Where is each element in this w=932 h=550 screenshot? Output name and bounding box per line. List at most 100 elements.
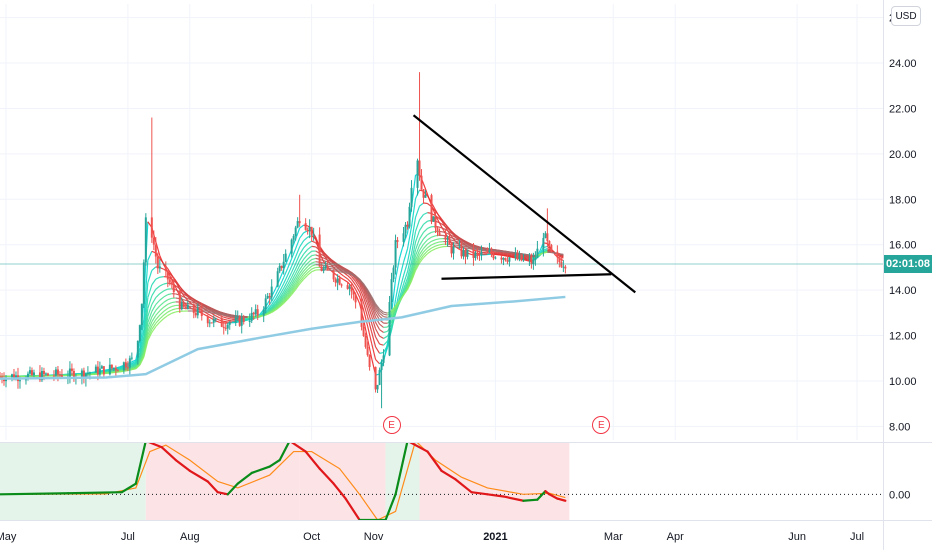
time-tick-label: 2021 [483,531,507,543]
ribbon-segment [311,269,316,273]
candle-body [116,370,119,372]
candle-body [466,249,469,257]
ribbon-segment [147,284,153,298]
ribbon-segment [455,238,460,242]
ribbon-segment [147,270,153,284]
ribbon-segment [523,253,528,256]
ribbon-segment [343,268,348,272]
ribbon-segment [159,290,165,295]
ribbon-segment [427,250,432,255]
ribbon-segment [339,272,344,277]
osc-main-segment [470,491,489,496]
earnings-marker[interactable]: E [382,416,401,434]
ribbon-segment [223,314,228,317]
ribbon-segment [371,296,377,305]
osc-main-segment [148,443,163,449]
candle-body [350,286,353,292]
ribbon-segment [406,261,413,279]
ribbon-segment [339,268,344,271]
candle-body [254,309,257,315]
ribbon-segment [419,251,425,259]
candle-body [206,316,209,324]
ribbon-segment [291,285,297,292]
ribbon-segment [291,282,297,290]
candle-body [252,312,255,315]
ribbon-segment [283,297,289,303]
ribbon-segment [551,251,556,254]
ribbon-segment [279,277,285,287]
candle-body [242,317,245,322]
ribbon-segment [299,270,305,277]
ribbon-segment [423,253,428,259]
candle-body [532,260,535,265]
ribbon-segment [419,214,424,221]
osc-main-segment [384,493,397,520]
ribbon-segment [295,276,301,284]
ribbon-segment [379,310,384,315]
ribbon-segment [507,254,512,257]
candle-body [346,285,349,289]
ribbon-segment [295,246,301,257]
ribbon-segment [451,232,456,237]
candle-body [500,257,503,260]
candle-body [564,266,567,269]
candle-body [364,335,367,347]
ribbon-segment [151,319,157,327]
earnings-marker[interactable]: E [592,416,611,434]
ribbon-segment [183,291,189,296]
candle-body [224,327,227,329]
candle-body [404,224,407,234]
ribbon-segment [227,317,232,320]
ribbon-segment [287,292,293,299]
ribbon-segment [394,258,401,280]
ribbon-segment [279,283,285,292]
ribbon-segment [287,280,293,289]
candle-body [72,370,75,380]
ribbon-segment [155,305,161,311]
currency-button[interactable]: USD [891,6,921,26]
ribbon-segment [295,265,301,274]
ribbon-segment [503,254,508,257]
ribbon-segment [363,292,369,305]
ribbon-segment [159,296,165,301]
ribbon-segment [307,240,312,245]
candle-body [86,373,89,375]
time-tick-label: May [0,531,17,543]
ribbon-segment [283,268,289,278]
candle-body [376,384,379,390]
candle-body [18,380,21,382]
ribbon-segment [507,253,512,256]
ribbon-segment [291,263,297,273]
candle-body [474,252,477,258]
ribbon-segment [295,260,301,270]
ribbon-segment [439,226,444,230]
osc-main-segment [226,482,239,496]
candle-body [88,372,91,374]
candle-body [310,226,313,235]
price-tick-label: 10.00 [889,376,917,388]
ribbon-segment [367,293,373,304]
candle-body [360,302,363,327]
ribbon-segment [151,297,157,305]
osc-main-segment [318,467,335,485]
ribbon-segment [398,275,405,292]
ribbon-segment [299,240,305,248]
ribbon-segment [439,215,444,222]
candle-body [348,286,351,289]
candle-body [138,325,141,341]
candle-body [156,256,159,269]
ribbon-segment [275,305,281,310]
ribbon-segment [131,361,137,364]
ribbon-segment [159,314,165,320]
ribbon-segment [215,315,221,319]
candle-body [388,302,391,356]
ribbon-segment [375,336,381,345]
ribbon-segment [398,262,405,279]
candle-body [436,228,439,233]
ribbon-segment [163,307,169,312]
ribbon-segment [119,370,124,373]
ribbon-segment [339,266,344,269]
ribbon-segment [419,248,425,255]
candle-body [80,370,83,377]
